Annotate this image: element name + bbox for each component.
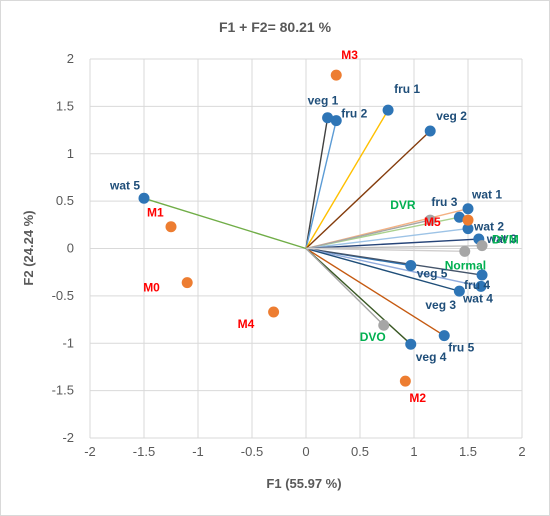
point-label-m0: M0 bbox=[143, 281, 160, 295]
point-label-dvm: DVM bbox=[492, 233, 519, 247]
point-label-veg-4: veg 4 bbox=[416, 350, 447, 364]
variable-point-veg-5 bbox=[405, 260, 417, 272]
variable-point-fru-4 bbox=[476, 269, 488, 281]
y-tick-label: -1 bbox=[62, 335, 74, 350]
point-label-fru-5: fru 5 bbox=[448, 341, 474, 355]
point-label-m5: M5 bbox=[424, 215, 441, 229]
vectors bbox=[143, 109, 483, 345]
point-label-wat-1: wat 1 bbox=[471, 188, 502, 202]
point-label-fru-1: fru 1 bbox=[394, 82, 420, 96]
y-tick-label: -1.5 bbox=[52, 383, 74, 398]
y-tick-label: 1.5 bbox=[56, 98, 74, 113]
variable-point-veg-4 bbox=[405, 338, 417, 350]
point-label-normal: Normal bbox=[445, 258, 486, 272]
variable-point-wat-4 bbox=[475, 280, 487, 292]
point-label-wat-4: wat 4 bbox=[462, 291, 493, 305]
y-tick-label: -2 bbox=[62, 430, 74, 445]
x-tick-label: -0.5 bbox=[241, 444, 263, 459]
variable-point-fru-5 bbox=[438, 330, 450, 342]
chart-title: F1 + F2= 80.21 % bbox=[219, 19, 332, 35]
vector-wat-5 bbox=[143, 197, 307, 250]
y-tick-label: 1 bbox=[67, 146, 74, 161]
variable-point-fru-2 bbox=[330, 115, 342, 127]
point-label-m4: M4 bbox=[238, 317, 255, 331]
variable-point-wat-1 bbox=[462, 203, 474, 215]
vector-veg-4 bbox=[305, 247, 412, 345]
vector-wat-2 bbox=[305, 227, 469, 250]
vector-dvr bbox=[305, 219, 431, 250]
vector-fru-4 bbox=[305, 247, 483, 276]
vector-veg-1 bbox=[305, 117, 329, 249]
point-label-wat-3: wat 3 bbox=[486, 232, 517, 246]
x-axis-title: F1 (55.97 %) bbox=[266, 476, 341, 491]
x-tick-label: 2 bbox=[518, 444, 525, 459]
observation-point-m1 bbox=[165, 221, 177, 233]
vector-wat-3 bbox=[305, 238, 479, 250]
observation-point-m3 bbox=[330, 69, 342, 81]
variable-point-fru-3 bbox=[453, 211, 465, 223]
variable-point-veg-3 bbox=[453, 285, 465, 297]
variable-point-fru-1 bbox=[382, 104, 394, 116]
observation-point-m2 bbox=[399, 375, 411, 387]
vector-veg-3 bbox=[305, 247, 460, 292]
vector-dvm bbox=[305, 244, 483, 250]
point-label-veg-2: veg 2 bbox=[436, 109, 467, 123]
vector-dvo bbox=[305, 248, 385, 326]
vector-wat-4 bbox=[305, 247, 482, 288]
supplementary-point-dvm bbox=[476, 240, 488, 252]
x-tick-label: 1.5 bbox=[459, 444, 477, 459]
point-label-dvo: DVO bbox=[360, 330, 386, 344]
point-label-m1: M1 bbox=[147, 206, 164, 220]
y-tick-label: 2 bbox=[67, 51, 74, 66]
observation-point-m4 bbox=[268, 306, 280, 318]
point-label-fru-4: fru 4 bbox=[464, 278, 490, 292]
point-label-fru-2: fru 2 bbox=[341, 107, 367, 121]
point-label-veg-3: veg 3 bbox=[425, 298, 456, 312]
x-tick-label: -2 bbox=[84, 444, 96, 459]
point-label-wat-2: wat 2 bbox=[473, 220, 504, 234]
point-label-fru-3: fru 3 bbox=[431, 195, 457, 209]
variable-point-veg-2 bbox=[424, 125, 436, 137]
point-label-dvr: DVR bbox=[390, 198, 416, 212]
x-tick-label: 0.5 bbox=[351, 444, 369, 459]
supplementary-point-dvr bbox=[424, 214, 436, 226]
vector-fru-1 bbox=[305, 109, 389, 249]
y-tick-label: 0 bbox=[67, 241, 74, 256]
point-label-veg-5: veg 5 bbox=[417, 267, 448, 281]
supplementary-point-normal bbox=[459, 245, 471, 257]
vector-veg-2 bbox=[305, 130, 431, 250]
variable-point-veg-1 bbox=[322, 112, 334, 124]
y-tick-label: -0.5 bbox=[52, 288, 74, 303]
point-label-veg-1: veg 1 bbox=[308, 94, 339, 108]
vector-fru-2 bbox=[305, 120, 337, 249]
x-tick-label: -1 bbox=[192, 444, 204, 459]
x-tick-label: -1.5 bbox=[133, 444, 155, 459]
point-label-m2: M2 bbox=[409, 391, 426, 405]
y-axis-title: F2 (24.24 %) bbox=[21, 210, 36, 285]
y-tick-label: 0.5 bbox=[56, 193, 74, 208]
x-tick-label: 1 bbox=[410, 444, 417, 459]
observation-point-m0 bbox=[181, 277, 193, 289]
vector-fru-5 bbox=[305, 247, 445, 337]
points bbox=[138, 69, 488, 387]
point-label-m3: M3 bbox=[341, 48, 358, 62]
x-tick-label: 0 bbox=[302, 444, 309, 459]
vector-normal bbox=[305, 247, 465, 253]
supplementary-point-dvo bbox=[378, 319, 390, 331]
tick-labels: -2 -1.5 -1 -0.5 0 0.5 1 1.5 2 -2 -1.5 -1 -0.5 0 0.5 1 1.… bbox=[52, 51, 526, 459]
observation-point-m5 bbox=[462, 214, 474, 226]
variable-point-wat-5 bbox=[138, 192, 150, 204]
point-label-wat-5: wat 5 bbox=[109, 178, 140, 192]
variable-point-wat-2 bbox=[462, 223, 474, 235]
